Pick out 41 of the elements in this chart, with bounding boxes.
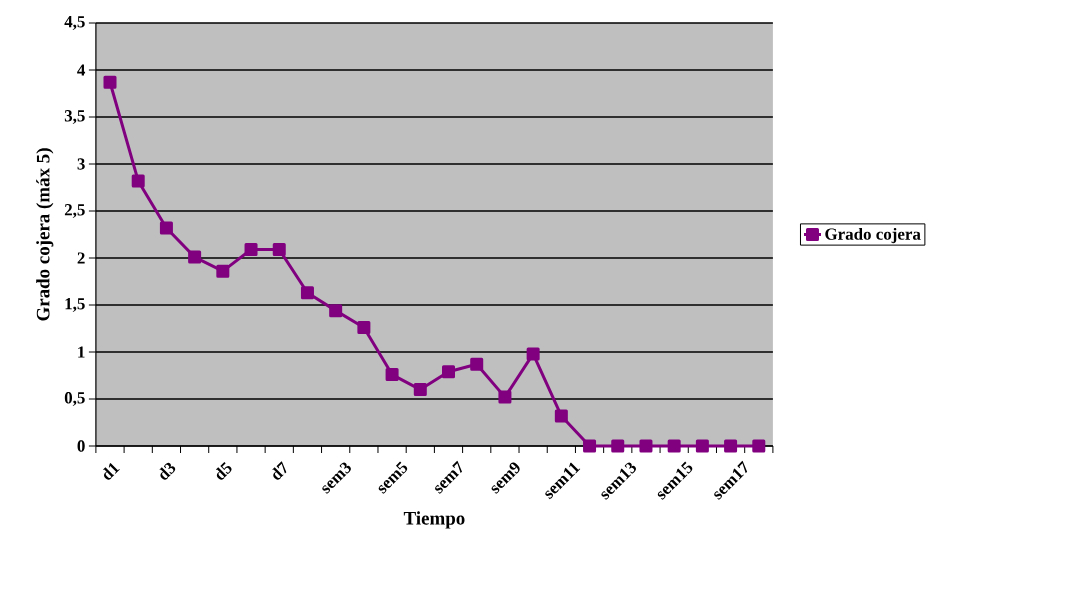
point (385, 368, 399, 382)
y-axis-title: Grado cojera (máx 5) (36, 148, 54, 321)
y-tick-label: 0,5 (64, 392, 85, 406)
y-tick-label: 2 (77, 252, 85, 264)
point (667, 439, 681, 453)
point (470, 357, 484, 371)
point (526, 347, 540, 361)
point (583, 439, 597, 453)
point (413, 383, 427, 397)
point (159, 221, 173, 235)
point (272, 243, 286, 257)
point (188, 250, 202, 264)
legend-label: Grado cojera (825, 227, 921, 244)
point (498, 390, 512, 404)
point (300, 286, 314, 300)
point (752, 439, 766, 453)
point (103, 75, 117, 89)
y-tick-label: 4,5 (64, 16, 85, 30)
point (442, 365, 455, 379)
y-tick-label: 3 (77, 158, 85, 170)
y-tick-label: 0 (77, 440, 85, 452)
x-tick-label: d1 (103, 462, 120, 480)
point (216, 264, 230, 278)
x-tick-label: d7 (272, 461, 287, 480)
point (329, 304, 343, 318)
y-tick-label: 2,5 (64, 204, 85, 218)
point (554, 409, 568, 423)
x-tick-label: d3 (159, 462, 176, 480)
x-tick-label: d5 (215, 462, 232, 480)
point (244, 243, 258, 257)
y-tick-label: 1 (78, 346, 85, 358)
point (724, 439, 738, 453)
point (639, 439, 653, 453)
y-tick-label: 4 (77, 64, 86, 76)
point (131, 174, 145, 188)
y-tick-label: 3,5 (64, 110, 85, 124)
point (357, 321, 371, 335)
y-tick-label: 1,5 (65, 298, 85, 312)
point (611, 439, 625, 453)
x-axis-title: Tiempo (403, 511, 465, 529)
point (695, 439, 709, 453)
